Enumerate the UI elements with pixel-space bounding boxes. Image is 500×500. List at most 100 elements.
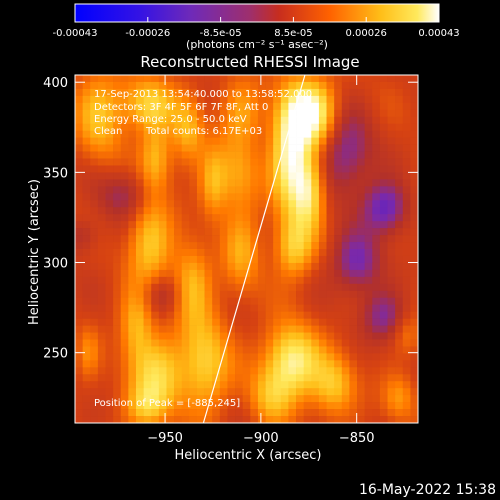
- heatmap-cell: [357, 346, 365, 354]
- heatmap-cell: [189, 353, 198, 361]
- heatmap-cell: [242, 186, 251, 194]
- heatmap-cell: [318, 193, 327, 201]
- heatmap-cell: [128, 346, 137, 354]
- heatmap-cell: [265, 290, 274, 299]
- heatmap-cell: [181, 395, 190, 403]
- heatmap-cell: [204, 360, 213, 368]
- heatmap-cell: [280, 332, 289, 340]
- heatmap-cell: [82, 102, 91, 111]
- heatmap-cell: [379, 346, 388, 354]
- colorbar-tick-label: -0.00043: [53, 28, 98, 39]
- heatmap-cell: [105, 304, 114, 312]
- heatmap-cell: [379, 200, 388, 208]
- heatmap-cell: [212, 200, 221, 208]
- heatmap-cell: [166, 172, 175, 180]
- heatmap-cell: [143, 360, 152, 368]
- heatmap-cell: [288, 221, 297, 229]
- heatmap-cell: [227, 283, 236, 292]
- heatmap-cell: [105, 172, 114, 180]
- heatmap-cell: [143, 221, 152, 229]
- heatmap-cell: [318, 179, 327, 187]
- heatmap-cell: [349, 228, 358, 236]
- heatmap-cell: [227, 402, 236, 410]
- heatmap-cell: [372, 276, 381, 285]
- heatmap-cell: [135, 346, 144, 354]
- heatmap-cell: [227, 249, 236, 257]
- heatmap-cell: [257, 130, 266, 138]
- heatmap-cell: [402, 262, 411, 271]
- heatmap-cell: [158, 186, 167, 194]
- heatmap-cell: [357, 228, 365, 236]
- heatmap-cell: [326, 109, 335, 118]
- heatmap-cell: [326, 416, 335, 423]
- heatmap-cell: [227, 151, 236, 159]
- heatmap-cell: [280, 374, 289, 382]
- heatmap-cell: [135, 339, 144, 347]
- heatmap-cell: [349, 102, 358, 111]
- heatmap-cell: [326, 123, 335, 132]
- heatmap-cell: [334, 339, 343, 347]
- heatmap-cell: [303, 269, 312, 278]
- heatmap-cell: [181, 158, 190, 166]
- heatmap-cell: [135, 304, 144, 312]
- heatmap-cell: [318, 395, 327, 403]
- heatmap-cell: [402, 249, 411, 257]
- heatmap-cell: [82, 130, 91, 138]
- heatmap-cell: [120, 332, 129, 340]
- heatmap-cell: [75, 325, 83, 333]
- heatmap-cell: [326, 332, 335, 340]
- heatmap-cell: [97, 158, 106, 166]
- heatmap-cell: [97, 116, 106, 125]
- heatmap-cell: [288, 137, 297, 145]
- heatmap-cell: [280, 228, 289, 236]
- heatmap-cell: [257, 95, 266, 104]
- heatmap-cell: [128, 144, 137, 152]
- heatmap-cell: [196, 318, 205, 326]
- heatmap-cell: [372, 75, 381, 83]
- heatmap-cell: [402, 367, 411, 375]
- heatmap-cell: [364, 221, 373, 229]
- heatmap-cell: [235, 346, 244, 354]
- heatmap-cell: [395, 311, 404, 319]
- heatmap-cell: [235, 144, 244, 152]
- heatmap-cell: [372, 297, 381, 306]
- heatmap-cell: [166, 165, 175, 173]
- heatmap-cell: [158, 311, 167, 319]
- heatmap-cell: [372, 269, 381, 278]
- heatmap-cell: [143, 388, 152, 396]
- energy-range-annotation: Energy Range: 25.0 - 50.0 keV: [94, 114, 247, 125]
- heatmap-cell: [364, 207, 373, 215]
- heatmap-cell: [379, 221, 388, 229]
- heatmap-cell: [105, 207, 114, 215]
- heatmap-cell: [364, 214, 373, 222]
- heatmap-cell: [273, 144, 282, 152]
- heatmap-cell: [219, 116, 228, 125]
- heatmap-cell: [82, 200, 91, 208]
- heatmap-cell: [395, 262, 404, 271]
- heatmap-cell: [105, 346, 114, 354]
- heatmap-cell: [189, 416, 198, 423]
- heatmap-cell: [303, 262, 312, 271]
- heatmap-cell: [395, 151, 404, 159]
- heatmap-cell: [273, 290, 282, 299]
- heatmap-cell: [257, 311, 266, 319]
- heatmap-cell: [257, 158, 266, 166]
- heatmap-cell: [257, 360, 266, 368]
- heatmap-cell: [189, 200, 198, 208]
- heatmap-cell: [75, 81, 83, 90]
- heatmap-cell: [296, 374, 305, 382]
- heatmap-cell: [372, 249, 381, 257]
- heatmap-cell: [235, 81, 244, 90]
- heatmap-cell: [151, 409, 160, 417]
- heatmap-cell: [280, 276, 289, 285]
- heatmap-cell: [265, 276, 274, 285]
- heatmap-cell: [334, 165, 343, 173]
- heatmap-cell: [90, 151, 99, 159]
- heatmap-cell: [166, 242, 175, 250]
- heatmap-cell: [158, 283, 167, 292]
- heatmap-cell: [273, 346, 282, 354]
- heatmap-cell: [288, 395, 297, 403]
- heatmap-cell: [402, 228, 411, 236]
- heatmap-cell: [75, 242, 83, 250]
- heatmap-cell: [90, 102, 99, 111]
